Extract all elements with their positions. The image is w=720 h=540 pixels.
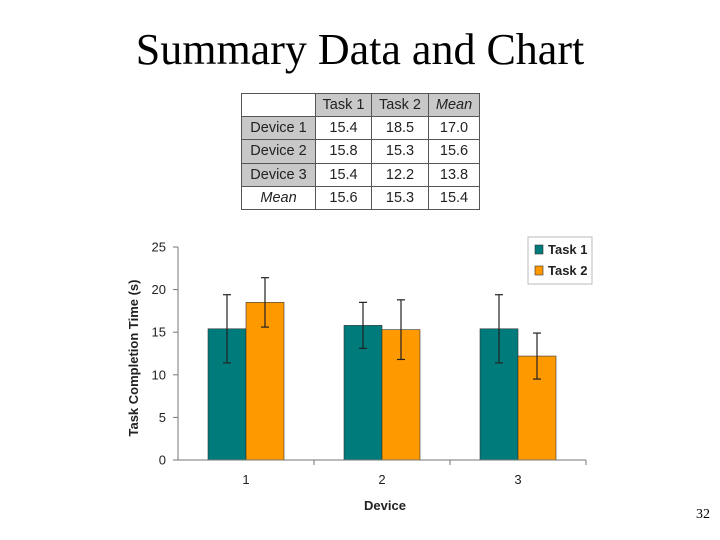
table-cell: 15.8: [315, 139, 372, 164]
table-cell: 15.6: [315, 185, 372, 211]
y-tick-label: 0: [159, 453, 166, 468]
summary-table: Task 1 Task 2 Mean Device 1 15.4 18.5 17…: [241, 92, 480, 211]
y-tick-label: 10: [152, 367, 166, 382]
table-cell: 15.4: [428, 185, 480, 211]
x-tick-label: 3: [514, 472, 521, 487]
legend-swatch: [534, 265, 544, 276]
bar: [245, 302, 285, 461]
table-col-header: Mean: [428, 92, 480, 118]
x-tick-label: 2: [378, 472, 385, 487]
table-row-header: Device 3: [241, 162, 316, 187]
legend-swatch: [534, 244, 544, 255]
x-tick-label: 1: [242, 472, 249, 487]
x-axis-label: Device: [364, 498, 406, 513]
table-cell: 17.0: [428, 116, 480, 141]
table-cell: 13.8: [428, 162, 480, 187]
table-header-row: Task 1 Task 2 Mean: [241, 92, 480, 118]
table-cell: 18.5: [371, 116, 429, 141]
table-row: Device 1 15.4 18.5 17.0: [241, 116, 480, 141]
table-cell: 15.3: [371, 185, 429, 211]
y-tick-label: 25: [152, 240, 166, 255]
table-cell: 15.6: [428, 139, 480, 164]
y-tick-label: 20: [152, 282, 166, 297]
legend-label: Task 1: [548, 242, 588, 257]
table-row: Device 3 15.4 12.2 13.8: [241, 162, 480, 187]
legend-label: Task 2: [548, 263, 588, 278]
table-row: Mean 15.6 15.3 15.4: [241, 185, 480, 211]
table-col-header: Task 2: [371, 92, 429, 118]
y-tick-label: 5: [159, 410, 166, 425]
slide-number: 32: [696, 507, 710, 522]
table-cell: 15.4: [315, 116, 372, 141]
chart-legend: Task 1 Task 2: [527, 236, 593, 285]
slide-title: Summary Data and Chart: [135, 25, 585, 74]
table-row-header: Device 1: [241, 116, 316, 141]
y-tick-label: 15: [152, 325, 166, 340]
y-axis-label: Task Completion Time (s): [126, 280, 141, 437]
